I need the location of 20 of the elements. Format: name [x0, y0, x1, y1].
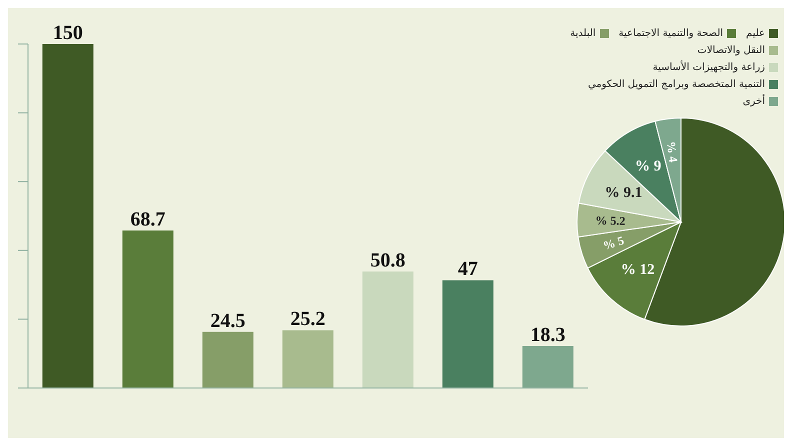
data-label: 18.3	[530, 324, 566, 346]
data-label: % 5.2	[595, 213, 626, 228]
data-label: 50.8	[370, 250, 406, 272]
legend-label: النقل والاتصالات	[697, 45, 765, 56]
data-label: % 9	[635, 158, 662, 174]
data-label: % 9.1	[604, 184, 642, 201]
legend-label: أخرى	[742, 96, 765, 107]
data-label: 24.5	[210, 310, 246, 332]
data-label: % 4	[664, 140, 680, 164]
legend-label: زراعة والتجهيزات الأساسية	[652, 62, 765, 73]
data-label: 25.2	[290, 308, 326, 330]
legend-label: عليم	[746, 28, 765, 39]
legend-label: التنمية المتخصصة وبرامج التمويل الحكومي	[588, 79, 765, 90]
legend-label: الصحة والتنمية الاجتماعية	[618, 28, 724, 39]
data-label: 47	[458, 258, 478, 280]
legend-label: البلدية	[570, 28, 596, 39]
data-label: 150	[52, 22, 83, 44]
data-label: 68.7	[130, 208, 166, 230]
data-label: % 5	[601, 233, 626, 253]
data-label: % 12	[620, 262, 655, 278]
